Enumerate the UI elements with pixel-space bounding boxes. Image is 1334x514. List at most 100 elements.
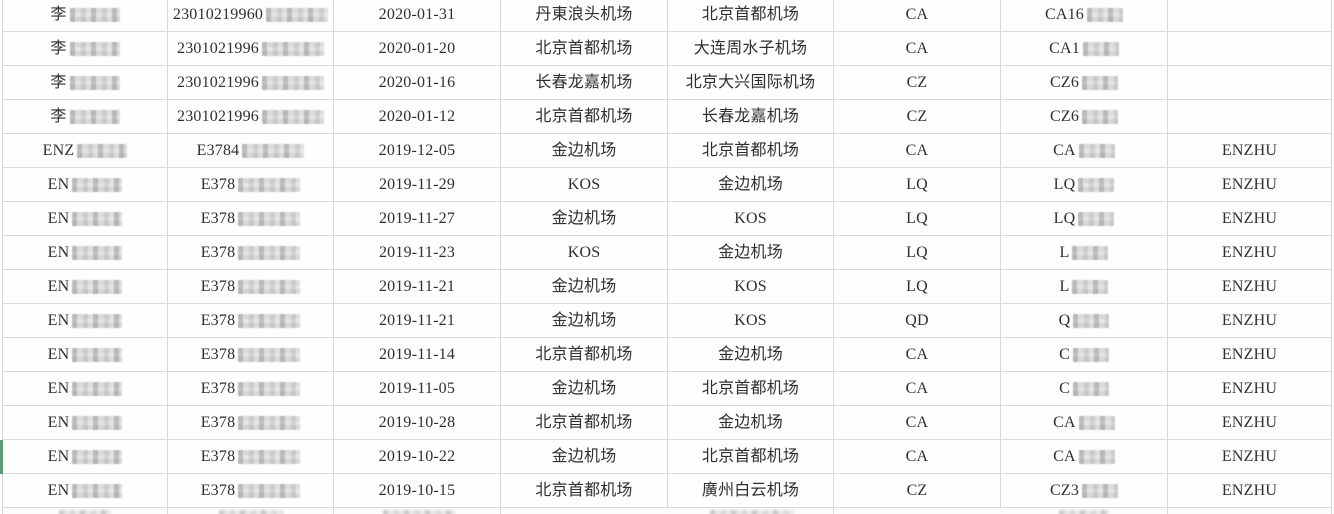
cell-airline-code[interactable]: LQ bbox=[834, 236, 1001, 269]
cell-arrival-airport[interactable]: 金边机场 bbox=[668, 236, 834, 269]
cell-flight-number[interactable]: L bbox=[1001, 270, 1168, 303]
cell-arrival-airport[interactable]: 北京大兴国际机场 bbox=[668, 66, 834, 99]
cell-arrival-airport[interactable]: 大连周水子机场 bbox=[668, 32, 834, 65]
cell-passenger-name[interactable]: EN bbox=[3, 202, 168, 235]
cell-flight-date[interactable]: 2019-11-21 bbox=[334, 270, 501, 303]
cell-departure-airport[interactable]: KOS bbox=[501, 236, 668, 269]
cell-airline-code[interactable]: CA bbox=[834, 372, 1001, 405]
cell-passenger-name[interactable]: EN bbox=[3, 372, 168, 405]
cell-arrival-airport[interactable]: 金边机场 bbox=[668, 406, 834, 439]
cell-id-number[interactable]: E378 bbox=[168, 474, 334, 507]
cell-departure-airport[interactable]: 金边机场 bbox=[501, 202, 668, 235]
cell-arrival-airport[interactable]: 北京首都机场 bbox=[668, 134, 834, 167]
cell-flight-number[interactable]: CA bbox=[1001, 406, 1168, 439]
cell-arrival-airport[interactable]: KOS bbox=[668, 270, 834, 303]
cell-flight-number[interactable]: CA bbox=[1001, 440, 1168, 473]
cell-passenger-name[interactable]: EN bbox=[3, 406, 168, 439]
cell-flight-number[interactable]: LQ bbox=[1001, 202, 1168, 235]
cell-arrival-airport[interactable]: KOS bbox=[668, 304, 834, 337]
cell-booking-name[interactable]: ENZHU bbox=[1168, 406, 1331, 439]
cell-booking-name[interactable]: ENZHU bbox=[1168, 168, 1331, 201]
cell-arrival-airport[interactable] bbox=[668, 508, 834, 514]
cell-passenger-name[interactable]: EN bbox=[3, 474, 168, 507]
cell-departure-airport[interactable]: 北京首都机场 bbox=[501, 406, 668, 439]
cell-flight-date[interactable]: 2019-10-22 bbox=[334, 440, 501, 473]
cell-booking-name[interactable]: ENZHU bbox=[1168, 304, 1331, 337]
cell-departure-airport[interactable]: 北京首都机场 bbox=[501, 100, 668, 133]
cell-flight-number[interactable] bbox=[1001, 508, 1168, 514]
cell-departure-airport[interactable]: 金边机场 bbox=[501, 440, 668, 473]
cell-flight-number[interactable]: L bbox=[1001, 236, 1168, 269]
cell-departure-airport[interactable]: KOS bbox=[501, 168, 668, 201]
cell-flight-date[interactable]: 2020-01-16 bbox=[334, 66, 501, 99]
cell-booking-name[interactable]: ENZHU bbox=[1168, 270, 1331, 303]
cell-departure-airport[interactable]: 长春龙嘉机场 bbox=[501, 66, 668, 99]
cell-airline-code[interactable]: CZ bbox=[834, 474, 1001, 507]
cell-passenger-name[interactable]: 李 bbox=[3, 0, 168, 31]
cell-airline-code[interactable]: CA bbox=[834, 32, 1001, 65]
cell-id-number[interactable]: 2301021996 bbox=[168, 66, 334, 99]
cell-departure-airport[interactable]: 金边机场 bbox=[501, 134, 668, 167]
cell-id-number[interactable]: E378 bbox=[168, 168, 334, 201]
cell-flight-date[interactable]: 2019-11-29 bbox=[334, 168, 501, 201]
cell-passenger-name[interactable]: 李 bbox=[3, 66, 168, 99]
cell-departure-airport[interactable]: 金边机场 bbox=[501, 304, 668, 337]
cell-arrival-airport[interactable]: 北京首都机场 bbox=[668, 440, 834, 473]
cell-airline-code[interactable]: CA bbox=[834, 134, 1001, 167]
cell-booking-name[interactable]: ENZHU bbox=[1168, 474, 1331, 507]
cell-id-number[interactable]: 2301021996 bbox=[168, 100, 334, 133]
cell-flight-date[interactable]: 2019-10-28 bbox=[334, 406, 501, 439]
cell-id-number[interactable]: E378 bbox=[168, 440, 334, 473]
cell-airline-code[interactable]: LQ bbox=[834, 202, 1001, 235]
cell-arrival-airport[interactable]: KOS bbox=[668, 202, 834, 235]
cell-flight-number[interactable]: CA1 bbox=[1001, 32, 1168, 65]
cell-flight-date[interactable]: 2019-10-15 bbox=[334, 474, 501, 507]
cell-booking-name[interactable]: ENZHU bbox=[1168, 440, 1331, 473]
cell-id-number[interactable]: 23010219960 bbox=[168, 0, 334, 31]
cell-flight-date[interactable]: 2019-11-05 bbox=[334, 372, 501, 405]
cell-id-number[interactable]: E378 bbox=[168, 406, 334, 439]
cell-booking-name[interactable] bbox=[1168, 32, 1331, 65]
cell-airline-code[interactable]: CZ bbox=[834, 100, 1001, 133]
cell-airline-code[interactable]: CA bbox=[834, 338, 1001, 371]
cell-airline-code[interactable]: QD bbox=[834, 304, 1001, 337]
cell-booking-name[interactable]: ENZHU bbox=[1168, 202, 1331, 235]
cell-flight-number[interactable]: LQ bbox=[1001, 168, 1168, 201]
cell-departure-airport[interactable]: 北京首都机场 bbox=[501, 474, 668, 507]
cell-flight-date[interactable]: 2019-12-05 bbox=[334, 134, 501, 167]
cell-id-number[interactable] bbox=[168, 508, 334, 514]
cell-flight-number[interactable]: Q bbox=[1001, 304, 1168, 337]
cell-airline-code[interactable]: CZ bbox=[834, 66, 1001, 99]
cell-passenger-name[interactable]: 李 bbox=[3, 100, 168, 133]
cell-airline-code[interactable]: LQ bbox=[834, 270, 1001, 303]
cell-arrival-airport[interactable]: 金边机场 bbox=[668, 338, 834, 371]
cell-airline-code[interactable]: LQ bbox=[834, 168, 1001, 201]
cell-passenger-name[interactable] bbox=[3, 508, 168, 514]
cell-flight-number[interactable]: CZ3 bbox=[1001, 474, 1168, 507]
cell-booking-name[interactable]: ENZHU bbox=[1168, 134, 1331, 167]
cell-passenger-name[interactable]: EN bbox=[3, 440, 168, 473]
cell-id-number[interactable]: E378 bbox=[168, 270, 334, 303]
cell-flight-date[interactable]: 2020-01-12 bbox=[334, 100, 501, 133]
cell-booking-name[interactable] bbox=[1168, 100, 1331, 133]
cell-passenger-name[interactable]: EN bbox=[3, 304, 168, 337]
cell-id-number[interactable]: E378 bbox=[168, 236, 334, 269]
cell-passenger-name[interactable]: EN bbox=[3, 270, 168, 303]
cell-id-number[interactable]: E3784 bbox=[168, 134, 334, 167]
cell-flight-number[interactable]: CA bbox=[1001, 134, 1168, 167]
cell-passenger-name[interactable]: EN bbox=[3, 236, 168, 269]
cell-flight-date[interactable] bbox=[334, 508, 501, 514]
cell-departure-airport[interactable]: 金边机场 bbox=[501, 372, 668, 405]
cell-arrival-airport[interactable]: 北京首都机场 bbox=[668, 372, 834, 405]
cell-id-number[interactable]: E378 bbox=[168, 338, 334, 371]
cell-flight-date[interactable]: 2019-11-23 bbox=[334, 236, 501, 269]
cell-flight-number[interactable]: C bbox=[1001, 372, 1168, 405]
cell-flight-date[interactable]: 2019-11-14 bbox=[334, 338, 501, 371]
cell-id-number[interactable]: E378 bbox=[168, 202, 334, 235]
cell-id-number[interactable]: 2301021996 bbox=[168, 32, 334, 65]
cell-arrival-airport[interactable]: 廣州白云机场 bbox=[668, 474, 834, 507]
cell-departure-airport[interactable]: 金边机场 bbox=[501, 270, 668, 303]
cell-booking-name[interactable] bbox=[1168, 66, 1331, 99]
cell-departure-airport[interactable]: 北京首都机场 bbox=[501, 338, 668, 371]
cell-passenger-name[interactable]: 李 bbox=[3, 32, 168, 65]
